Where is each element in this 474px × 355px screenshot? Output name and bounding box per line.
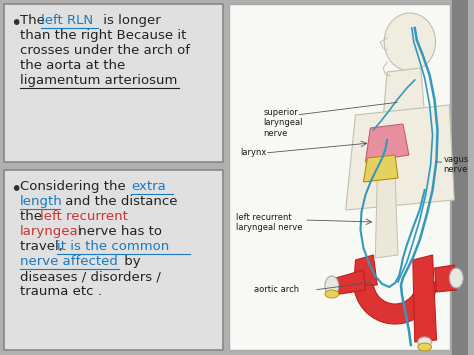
Text: The: The bbox=[20, 14, 49, 27]
FancyBboxPatch shape bbox=[4, 170, 223, 350]
Ellipse shape bbox=[418, 337, 432, 347]
Text: the aorta at the: the aorta at the bbox=[20, 59, 125, 72]
Text: and the distance: and the distance bbox=[61, 195, 178, 208]
Text: travel,: travel, bbox=[20, 240, 67, 253]
Polygon shape bbox=[346, 105, 454, 210]
Polygon shape bbox=[364, 155, 398, 182]
Polygon shape bbox=[354, 255, 377, 285]
FancyBboxPatch shape bbox=[4, 4, 223, 162]
Text: left RLN: left RLN bbox=[42, 14, 93, 27]
Polygon shape bbox=[383, 68, 425, 118]
Text: superior
laryngeal
nerve: superior laryngeal nerve bbox=[264, 108, 303, 138]
FancyBboxPatch shape bbox=[229, 4, 450, 350]
Text: by: by bbox=[119, 255, 140, 268]
Text: ligamentum arteriosum: ligamentum arteriosum bbox=[20, 74, 177, 87]
Text: aortic arch: aortic arch bbox=[254, 285, 299, 294]
Polygon shape bbox=[413, 255, 437, 342]
Polygon shape bbox=[334, 270, 365, 295]
Text: trauma etc .: trauma etc . bbox=[20, 285, 101, 298]
Ellipse shape bbox=[384, 13, 436, 71]
Text: it is the common: it is the common bbox=[57, 240, 170, 253]
Text: crosses under the arch of: crosses under the arch of bbox=[20, 44, 190, 57]
Text: than the right Because it: than the right Because it bbox=[20, 29, 186, 42]
Bar bbox=[452, 0, 468, 355]
Text: left recurrent
laryngeal nerve: left recurrent laryngeal nerve bbox=[236, 213, 302, 233]
Polygon shape bbox=[365, 124, 409, 162]
Text: nerve has to: nerve has to bbox=[74, 225, 162, 238]
Ellipse shape bbox=[325, 290, 339, 298]
Text: diseases / disorders /: diseases / disorders / bbox=[20, 270, 161, 283]
Text: Considering the: Considering the bbox=[20, 180, 130, 193]
Polygon shape bbox=[375, 176, 398, 258]
Text: left recurrent: left recurrent bbox=[39, 210, 128, 223]
Text: larynx: larynx bbox=[240, 148, 266, 157]
Wedge shape bbox=[354, 282, 437, 324]
Ellipse shape bbox=[418, 343, 432, 351]
Ellipse shape bbox=[325, 276, 339, 296]
Ellipse shape bbox=[449, 268, 463, 288]
Text: •: • bbox=[10, 14, 21, 33]
Text: nerve affected: nerve affected bbox=[20, 255, 118, 268]
Text: length: length bbox=[20, 195, 63, 208]
Text: extra: extra bbox=[131, 180, 166, 193]
Text: the: the bbox=[20, 210, 46, 223]
Text: laryngeal: laryngeal bbox=[20, 225, 82, 238]
Text: is longer: is longer bbox=[99, 14, 161, 27]
Text: vagus
nerve: vagus nerve bbox=[444, 155, 469, 174]
Polygon shape bbox=[435, 265, 456, 292]
Text: •: • bbox=[10, 180, 21, 199]
